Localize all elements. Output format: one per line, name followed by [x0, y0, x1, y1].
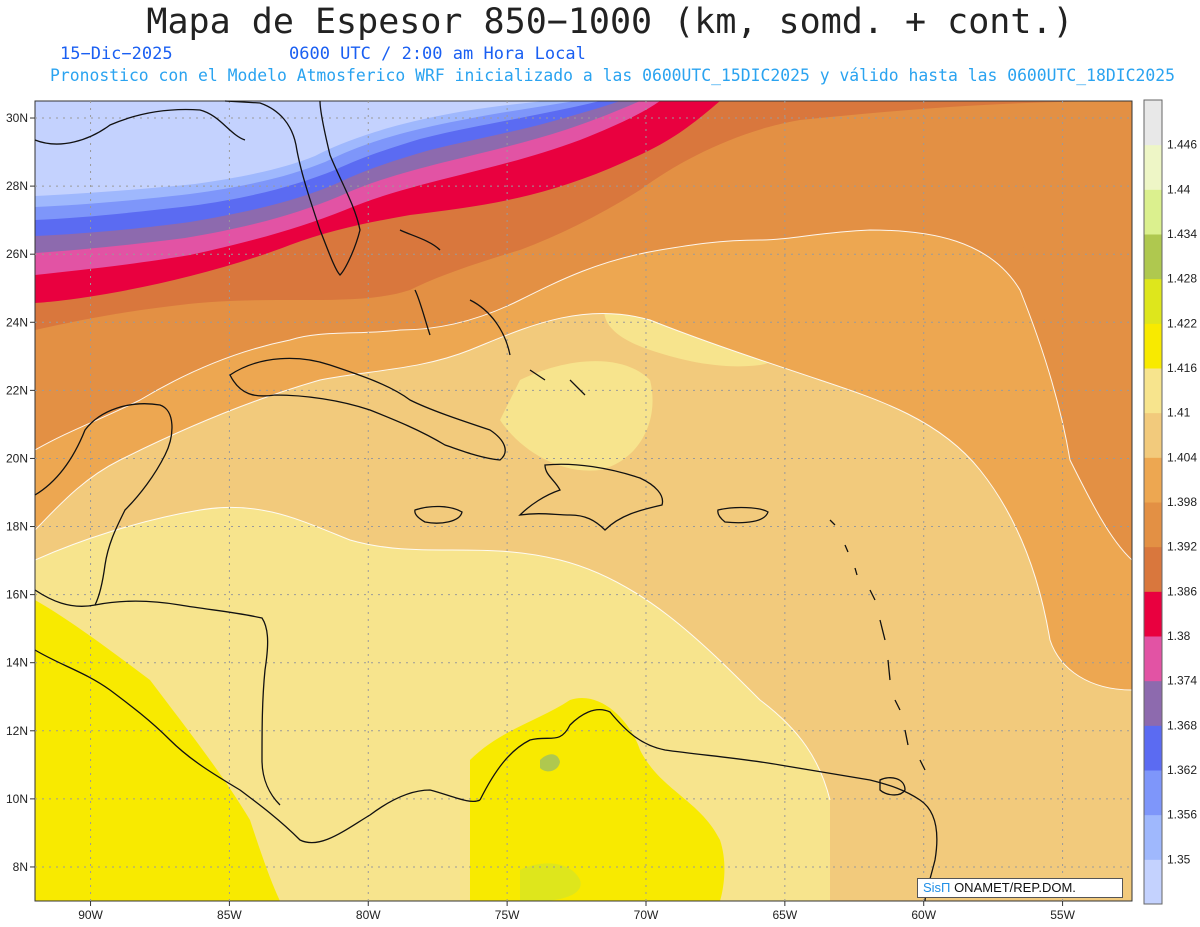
latitude-label: 10N	[6, 792, 28, 806]
forecast-description: Pronostico con el Modelo Atmosferico WRF…	[50, 66, 1175, 85]
latitude-label: 22N	[6, 383, 28, 397]
coast-bahamas	[399, 229, 586, 396]
band-1-416-spot	[520, 863, 581, 901]
colorbar-swatch	[1144, 100, 1162, 146]
colorbar-frame	[1143, 99, 1163, 905]
longitude-label: 85W	[217, 908, 242, 922]
brand-logo: SisΠ	[923, 880, 951, 895]
coast-south-america	[479, 709, 938, 902]
colorbar-label: 1.362	[1167, 763, 1197, 777]
colorbar-swatch	[1144, 278, 1162, 324]
colorbar-label: 1.392	[1167, 540, 1197, 554]
plot-frame	[34, 100, 1133, 902]
latitude-label: 14N	[6, 656, 28, 670]
band-lowest	[35, 101, 545, 196]
band-1-41-pacific	[35, 600, 280, 901]
coast-trinidad	[879, 777, 906, 796]
thickness-field	[35, 101, 1132, 901]
latitude-label: 20N	[6, 451, 28, 465]
coast-cuba	[229, 357, 506, 461]
colorbar-swatch	[1144, 814, 1162, 860]
colorbar-swatch	[1144, 859, 1162, 905]
forecast-date: 15−Dic−2025	[60, 44, 173, 64]
band-1-404-central	[500, 361, 653, 471]
colorbar-swatch	[1144, 591, 1162, 637]
longitude-label: 75W	[495, 908, 520, 922]
band-1-422-spot	[540, 754, 560, 772]
graticule	[30, 101, 1132, 906]
colorbar-swatch	[1144, 412, 1162, 458]
colorbar-label: 1.416	[1167, 361, 1197, 375]
colorbar-swatch	[1144, 546, 1162, 592]
credit-text: ONAMET/REP.DOM.	[950, 880, 1076, 895]
credit-box: SisΠ ONAMET/REP.DOM.	[917, 878, 1123, 898]
band-1-38-east	[930, 101, 1132, 500]
latitude-label: 18N	[6, 520, 28, 534]
colorbar-label: 1.35	[1167, 852, 1191, 866]
colorbar-swatch	[1144, 502, 1162, 548]
colorbar-swatch	[1144, 144, 1162, 190]
latitude-label: 12N	[6, 724, 28, 738]
contour-lines	[35, 229, 1132, 801]
colorbar-swatch	[1144, 189, 1162, 235]
colorbar-label: 1.356	[1167, 808, 1197, 822]
colorbar-swatch	[1144, 770, 1162, 816]
coast-puerto-rico	[717, 506, 769, 524]
latitude-label: 8N	[13, 860, 28, 874]
forecast-time: 0600 UTC / 2:00 am Hora Local	[289, 44, 586, 64]
longitude-label: 65W	[773, 908, 798, 922]
latitude-label: 26N	[6, 247, 28, 261]
colorbar-swatch	[1144, 636, 1162, 682]
longitude-label: 90W	[78, 908, 103, 922]
latitude-label: 30N	[6, 111, 28, 125]
coast-honduras	[94, 600, 281, 806]
colorbar-swatch	[1144, 234, 1162, 280]
longitude-label: 70W	[634, 908, 659, 922]
latitude-label: 24N	[6, 315, 28, 329]
latitude-label: 16N	[6, 588, 28, 602]
colorbar-label: 1.446	[1167, 138, 1197, 152]
colorbar-label: 1.428	[1167, 272, 1197, 286]
colorbar-label: 1.41	[1167, 406, 1191, 420]
colorbar-label: 1.368	[1167, 718, 1197, 732]
colorbar-label: 1.386	[1167, 584, 1197, 598]
latitude-labels: 30N 28N 26N 24N 22N 20N 18N 16N 14N 12N 10N 8N	[6, 111, 28, 874]
colorbar-label: 1.374	[1167, 674, 1197, 688]
colorbar-label: 1.38	[1167, 629, 1191, 643]
coast-jamaica	[414, 505, 463, 524]
coast-yucatan	[34, 403, 173, 607]
coast-lesser-antilles	[829, 519, 926, 771]
band-1-41-south	[470, 698, 725, 901]
longitude-label: 60W	[911, 908, 936, 922]
coast-florida	[224, 100, 361, 276]
colorbar-label: 1.398	[1167, 495, 1197, 509]
longitude-label: 80W	[356, 908, 381, 922]
longitude-labels: 90W 85W 80W 75W 70W 65W 60W 55W	[78, 908, 1075, 922]
colorbar-label: 1.404	[1167, 450, 1197, 464]
colorbar-swatch	[1144, 368, 1162, 414]
colorbar-swatch	[1144, 457, 1162, 503]
colorbar-swatch	[1144, 680, 1162, 726]
colorbar-swatch	[1144, 725, 1162, 771]
colorbar-swatch	[1144, 323, 1162, 369]
map-title: Mapa de Espesor 850−1000 (km, somd. + co…	[146, 2, 1074, 42]
colorbar-label: 1.434	[1167, 227, 1197, 241]
coastlines	[34, 100, 938, 902]
colorbar: 1.446 1.44 1.434 1.428 1.422 1.416 1.41 1.404 1.…	[1143, 99, 1197, 905]
coast-central-america	[34, 649, 481, 844]
longitude-label: 55W	[1050, 908, 1075, 922]
latitude-label: 28N	[6, 179, 28, 193]
colorbar-label: 1.422	[1167, 316, 1197, 330]
colorbar-label: 1.44	[1167, 182, 1191, 196]
coast-gulf	[34, 108, 246, 145]
coast-hispaniola	[518, 463, 664, 531]
